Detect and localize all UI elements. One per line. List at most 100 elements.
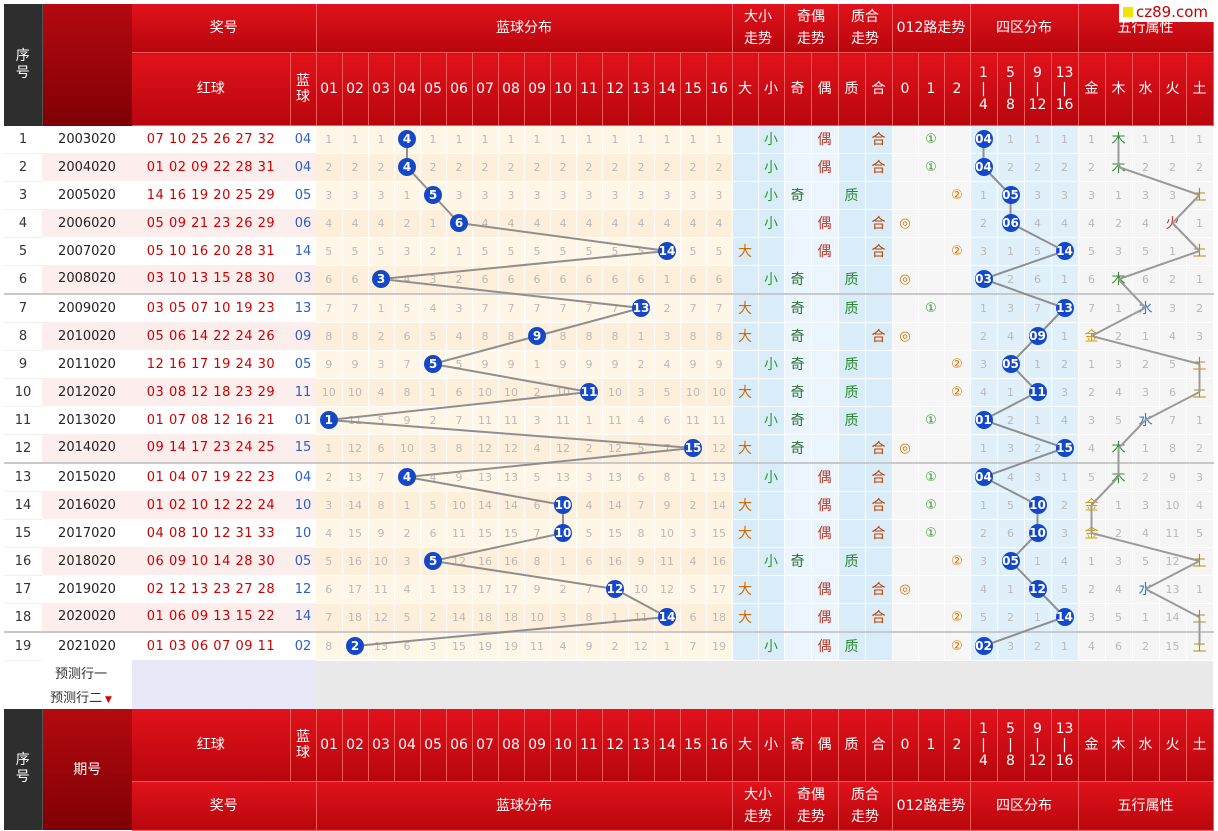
quad-cell: 4: [1051, 209, 1079, 238]
dist-cell: 7: [706, 292, 733, 323]
row-seq: 19: [4, 630, 42, 661]
expand-arrow-icon[interactable]: ▼: [102, 695, 112, 705]
prediction-row-label[interactable]: 预测行一: [4, 660, 132, 685]
dist-cell: 14: [706, 491, 733, 520]
row-blue-ball: 09: [290, 322, 316, 350]
dist-cell: 17: [498, 575, 525, 604]
wuxing-cell: 5: [1159, 350, 1187, 379]
dist-cell: 4: [394, 125, 421, 154]
row-blue-ball: 05: [290, 350, 316, 378]
dist-cell: 7: [628, 491, 655, 520]
route-cell: ①: [918, 406, 945, 435]
dist-cell: 6: [472, 265, 499, 294]
dist-cell: 2: [420, 603, 447, 632]
quad-cell: 2: [1051, 350, 1079, 379]
route-cell: [892, 350, 919, 379]
route-cell: ◎: [892, 209, 919, 238]
row-seq: 17: [4, 575, 42, 604]
dist-cell: 8: [368, 491, 395, 520]
num-header-10: 10: [550, 52, 577, 126]
prediction-row-label[interactable]: 预测行二 ▼: [4, 684, 132, 709]
dist-cell: 3: [524, 406, 551, 435]
size-cell: [758, 491, 785, 520]
wuxing-mark: 木: [1105, 125, 1133, 154]
dist-cell: 7: [498, 292, 525, 323]
wuxing-mark: 水: [1132, 406, 1160, 435]
prediction-grid[interactable]: [316, 660, 1213, 685]
dist-cell: 2: [628, 350, 655, 379]
dist-cell: 9: [550, 350, 577, 379]
dist-cell: 18: [472, 603, 499, 632]
quad-ball-marker: 13: [1055, 299, 1074, 317]
parity-cell: 偶: [811, 575, 839, 604]
dist-cell: 9: [342, 350, 369, 379]
quad-cell: 4: [1024, 209, 1052, 238]
quad-col-1: 5 | 8: [997, 52, 1025, 126]
wuxing-cell: 13: [1159, 575, 1187, 604]
quad-cell: 3: [1024, 461, 1052, 492]
site-logo[interactable]: cz89.com: [1118, 2, 1214, 22]
dist-cell: 1: [420, 125, 447, 154]
dist-cell: 6: [524, 265, 551, 294]
wuxing-cell: 1: [1105, 292, 1133, 323]
dist-cell: 4: [394, 265, 421, 294]
dist-cell: 4: [368, 378, 395, 407]
route-cell: [892, 125, 919, 154]
dist-cell: 5: [394, 292, 421, 323]
prime-cell: [865, 406, 893, 435]
prediction-grid[interactable]: [316, 684, 1213, 709]
dist-cell: 5: [368, 237, 395, 266]
quad-cell: 2: [997, 406, 1025, 435]
dist-cell: 3: [446, 292, 473, 323]
footer-num-16: 16: [706, 708, 733, 782]
dist-cell: 4: [524, 434, 551, 463]
period-header[interactable]: [42, 4, 132, 126]
wuxing-cell: 1: [1132, 125, 1160, 154]
blue-ball-marker: 6: [450, 214, 468, 232]
footer-blue-header-text: 蓝球: [295, 728, 310, 761]
wuxing-mark: 火: [1159, 209, 1187, 238]
row-seq: 7: [4, 292, 42, 323]
dist-cell: 2: [628, 153, 655, 182]
dist-cell: 10: [680, 378, 707, 407]
dist-cell: 7: [446, 406, 473, 435]
prime-cell: [865, 547, 893, 576]
blue-ball-marker: 5: [424, 186, 442, 204]
size-cell: [758, 603, 785, 632]
dist-cell: 3: [680, 519, 707, 548]
quad-cell: 3: [1024, 181, 1052, 210]
route-cell: [918, 181, 945, 210]
footer-quad-col: 9 | 12: [1024, 708, 1052, 782]
dist-cell: 7: [316, 603, 343, 632]
table-row: 8 2010020 05 06 14 22 24 26 09 8 8 2 6 5 4 8 8 9 8 8 8 1…: [4, 322, 1214, 351]
wuxing-cell: 2: [1078, 575, 1106, 604]
dist-cell: 10: [368, 547, 395, 576]
quad-cell: 1: [997, 237, 1025, 266]
row-red-balls: 07 10 25 26 27 32: [132, 125, 290, 153]
dist-cell: 5: [524, 461, 551, 492]
wuxing-cell: 5: [1078, 461, 1106, 492]
dist-cell: 11: [446, 519, 473, 548]
quad-cell: 5: [970, 603, 998, 632]
dist-cell: 5: [680, 237, 707, 266]
quad-cell: 04: [970, 153, 998, 182]
quad-cell: 05: [997, 181, 1025, 210]
parity-cell: [784, 519, 812, 548]
route-cell: [892, 181, 919, 210]
quad-cell: 7: [1024, 292, 1052, 323]
quad-cell: 1: [1024, 125, 1052, 154]
prime-cell: 合: [865, 461, 893, 492]
quad-cell: 2: [1024, 153, 1052, 182]
quad-cell: 6: [997, 519, 1025, 548]
route-cell: [892, 237, 919, 266]
prime-cell: 质: [838, 350, 866, 379]
wuxing-cell: 1: [1105, 491, 1133, 520]
row-red-balls: 05 09 21 23 26 29: [132, 209, 290, 237]
dist-cell: 7: [654, 434, 681, 463]
dist-cell: 6: [446, 209, 473, 238]
dist-cell: 12: [628, 630, 655, 661]
footer-sub-col: 合: [865, 708, 893, 782]
wuxing-cell: 2: [1186, 292, 1214, 323]
quad-cell: 4: [997, 322, 1025, 351]
dist-cell: 12: [602, 575, 629, 604]
